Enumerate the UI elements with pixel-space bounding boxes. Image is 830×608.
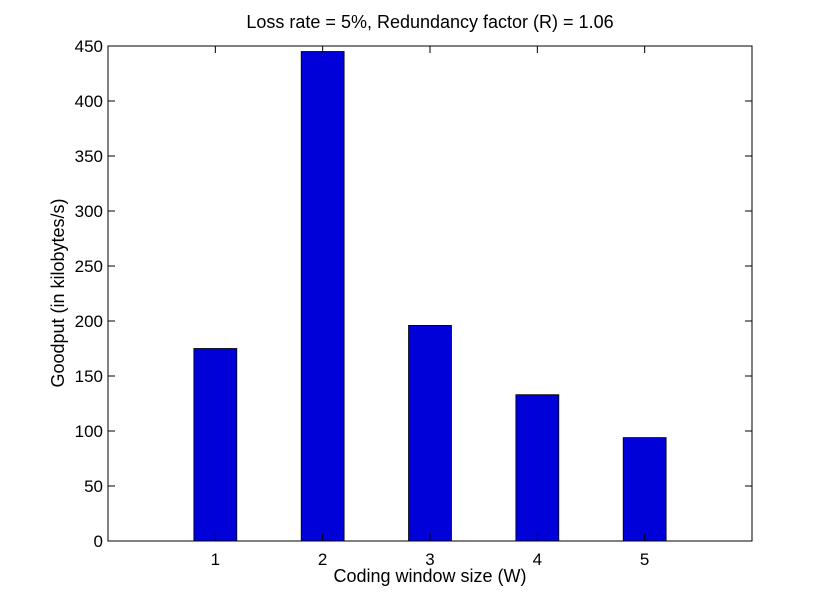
x-tick-label: 1 xyxy=(211,550,220,569)
x-tick-label: 4 xyxy=(533,550,542,569)
chart-title: Loss rate = 5%, Redundancy factor (R) = … xyxy=(246,12,613,32)
x-tick-label: 3 xyxy=(425,550,434,569)
bar-w3 xyxy=(408,324,452,542)
y-tick-label: 250 xyxy=(75,257,103,276)
y-axis: 0 50 100 150 200 250 300 350 400 450 xyxy=(75,37,752,551)
bar-w1 xyxy=(193,348,238,542)
bar-w4 xyxy=(515,394,560,542)
bar-group xyxy=(193,51,667,542)
y-tick-label: 350 xyxy=(75,147,103,166)
bar-w2 xyxy=(300,51,345,542)
y-tick-label: 450 xyxy=(75,37,103,56)
y-tick-label: 150 xyxy=(75,367,103,386)
x-tick-label: 5 xyxy=(640,550,649,569)
y-tick-label: 50 xyxy=(84,477,103,496)
y-axis-label: Goodput (in kilobytes/s) xyxy=(48,198,68,387)
y-tick-label: 400 xyxy=(75,92,103,111)
y-tick-label: 0 xyxy=(94,532,103,551)
y-tick-label: 200 xyxy=(75,312,103,331)
y-tick-label: 100 xyxy=(75,422,103,441)
x-axis-label: Coding window size (W) xyxy=(333,566,526,586)
bar-w5 xyxy=(622,437,667,542)
x-axis: 1 2 3 4 5 xyxy=(211,46,649,569)
x-tick-label: 2 xyxy=(318,550,327,569)
y-tick-label: 300 xyxy=(75,202,103,221)
